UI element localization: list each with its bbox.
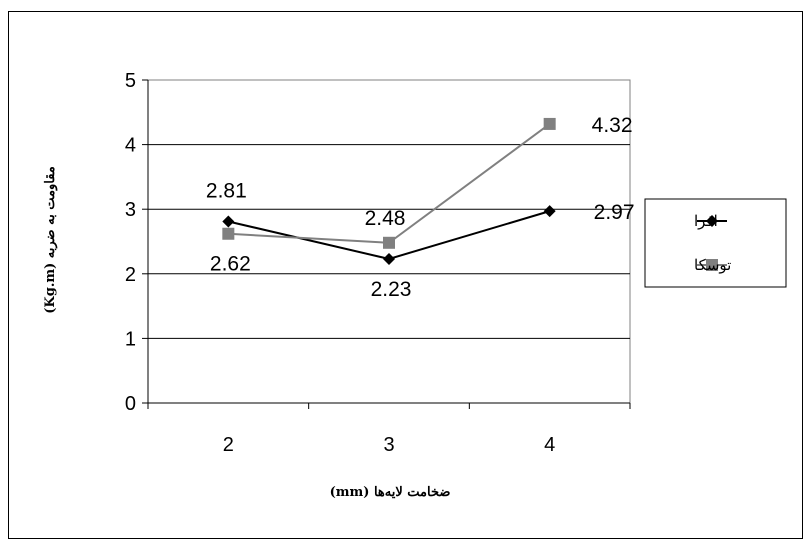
x-tick-label: 3 [383,434,394,456]
x-axis-title: ضخامت لایه‌ها (mm) [330,485,451,500]
y-tick-label: 1 [125,328,136,350]
data-point [543,117,556,130]
legend-marker [706,215,718,227]
data-label: 2.23 [371,278,412,301]
legend-marker [706,259,718,271]
legend-box [644,198,787,288]
data-point [543,205,556,218]
y-axis-title: مقاومت به ضربه (Kg.m) [43,166,58,313]
y-tick-label: 3 [125,199,136,221]
y-tick-label: 0 [125,393,136,415]
data-label: 2.97 [594,201,635,224]
y-tick-label: 4 [125,135,136,157]
y-tick-label: 5 [125,70,136,92]
y-tick-label: 2 [125,264,136,286]
x-tick-label: 4 [544,434,555,456]
x-tick-label: 2 [223,434,234,456]
data-label: 2.81 [206,179,247,202]
axes: 0 1 2 3 4 5 2 3 4 [125,70,631,456]
data-label: 4.32 [592,114,633,137]
data-point [222,215,235,228]
legend-entry-label: افرا [694,212,718,230]
legend-entry-label: توسکا [694,256,731,274]
legend: افرا توسکا [644,198,787,288]
data-label: 2.62 [210,253,251,276]
data-point [383,236,395,249]
series [222,117,556,265]
data-label: 2.48 [365,207,406,230]
data-point [383,252,395,265]
data-point [222,227,235,240]
data-labels: 2.81 2.23 2.97 2.62 2.48 4.32 [206,114,635,301]
